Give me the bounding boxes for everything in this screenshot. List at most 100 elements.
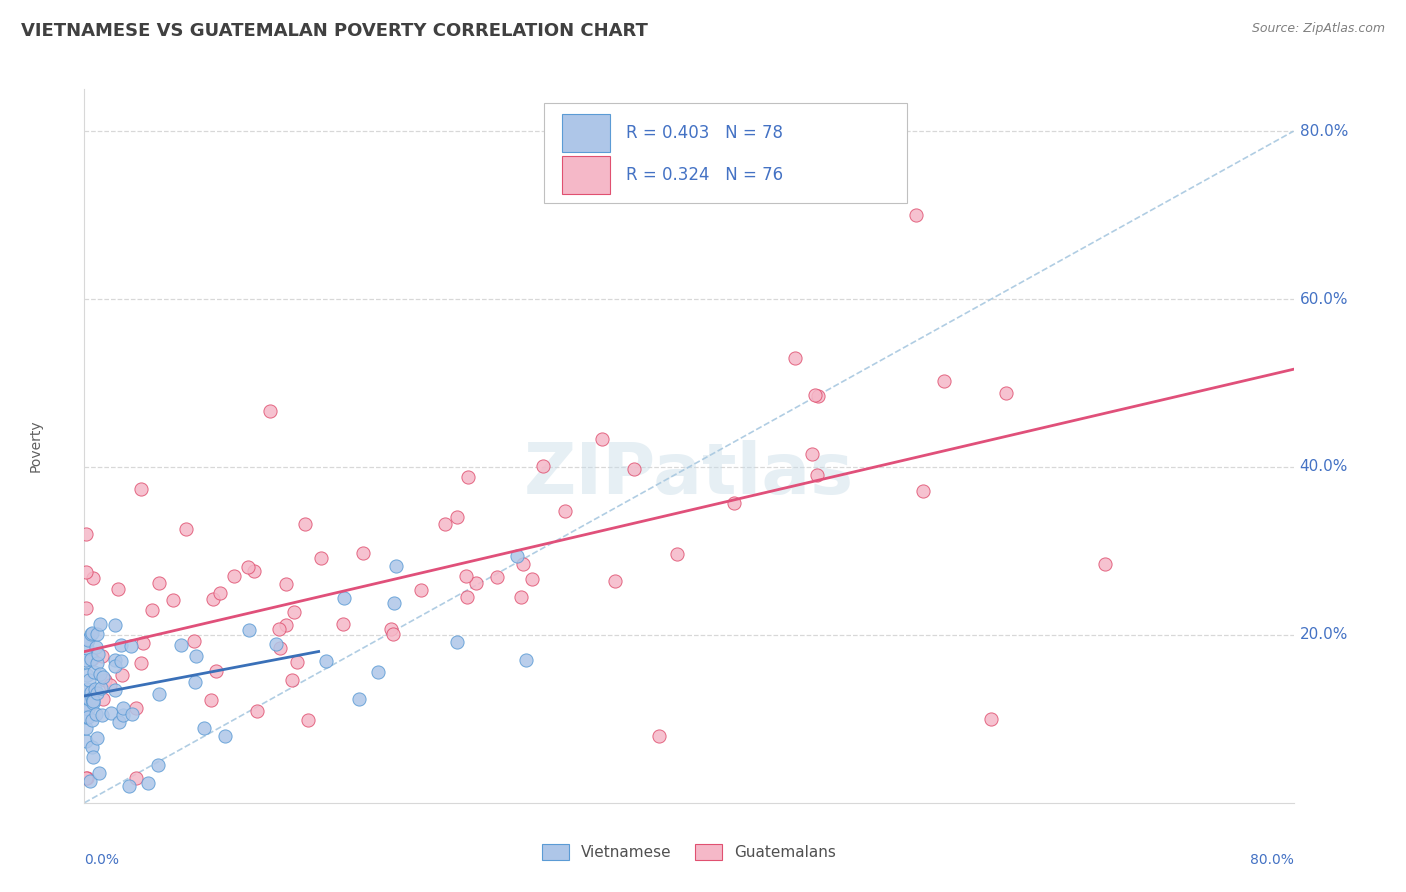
Point [932, 374, 955, 388]
Point [75, 710, 97, 724]
Point [520, 572, 543, 586]
Legend: Vietnamese, Guatemalans: Vietnamese, Guatemalans [536, 838, 842, 866]
Point [87, 766, 110, 780]
Point [332, 617, 354, 632]
Text: Poverty: Poverty [30, 420, 44, 472]
Point [276, 576, 298, 591]
Text: R = 0.403   N = 78: R = 0.403 N = 78 [626, 125, 783, 143]
Point [464, 575, 486, 590]
Point [281, 673, 304, 687]
Point [131, 656, 153, 670]
Point [76, 771, 98, 785]
Point [80, 739, 103, 754]
Point [367, 665, 389, 680]
Point [512, 558, 534, 572]
Point [264, 637, 287, 651]
Point [76, 641, 98, 656]
Point [76, 633, 98, 648]
Text: 80.0%: 80.0% [1250, 853, 1294, 867]
Point [623, 462, 645, 476]
Text: 80.0%: 80.0% [1299, 124, 1348, 138]
Point [246, 704, 269, 718]
Point [259, 404, 281, 418]
Point [911, 484, 934, 499]
Point [75, 734, 97, 748]
Point [238, 623, 260, 637]
Point [121, 707, 143, 722]
Point [184, 675, 207, 690]
Point [783, 351, 806, 365]
Point [110, 654, 132, 668]
Point [91, 708, 114, 723]
Point [208, 586, 231, 600]
Point [111, 701, 134, 715]
Point [110, 638, 132, 652]
Point [382, 596, 405, 610]
Point [162, 593, 184, 607]
Point [184, 649, 207, 664]
Point [111, 668, 134, 682]
Point [132, 636, 155, 650]
Point [333, 591, 356, 606]
Point [554, 504, 576, 518]
Point [86, 627, 108, 641]
Point [352, 545, 374, 559]
Point [75, 653, 97, 667]
Text: VIETNAMESE VS GUATEMALAN POVERTY CORRELATION CHART: VIETNAMESE VS GUATEMALAN POVERTY CORRELA… [21, 22, 648, 40]
FancyBboxPatch shape [562, 114, 610, 153]
Point [457, 470, 479, 484]
Point [76, 702, 98, 716]
Point [76, 681, 98, 696]
Point [204, 664, 226, 678]
Point [83, 665, 105, 679]
Point [294, 516, 316, 531]
Point [104, 683, 127, 698]
Point [297, 713, 319, 727]
Point [111, 707, 134, 722]
Point [382, 627, 405, 641]
Point [200, 692, 222, 706]
Point [384, 558, 406, 573]
Point [129, 483, 152, 497]
Point [433, 517, 456, 532]
Point [183, 633, 205, 648]
Text: 20.0%: 20.0% [1299, 627, 1348, 642]
Point [243, 564, 266, 578]
Point [107, 582, 129, 597]
Point [236, 559, 259, 574]
Point [82, 693, 104, 707]
Point [86, 731, 108, 745]
Point [93, 692, 115, 706]
Point [409, 582, 432, 597]
Point [75, 685, 97, 699]
Point [104, 659, 127, 673]
Point [82, 652, 104, 666]
Point [801, 447, 824, 461]
Point [446, 510, 468, 524]
Point [75, 601, 97, 615]
Point [90, 649, 112, 664]
Point [80, 626, 103, 640]
Text: 40.0%: 40.0% [1299, 459, 1348, 475]
Point [79, 692, 101, 706]
Point [80, 651, 103, 665]
Point [104, 618, 127, 632]
Point [94, 673, 117, 687]
Point [807, 389, 830, 403]
Point [91, 670, 114, 684]
Point [89, 667, 111, 681]
Point [980, 712, 1002, 726]
Point [75, 697, 97, 711]
Point [86, 686, 108, 700]
Point [285, 655, 308, 669]
Point [904, 208, 927, 222]
Point [82, 750, 104, 764]
Point [118, 779, 141, 793]
FancyBboxPatch shape [562, 156, 610, 194]
Point [723, 496, 745, 510]
Point [77, 673, 100, 687]
Point [76, 632, 98, 646]
Point [80, 713, 103, 727]
Point [806, 468, 828, 483]
Point [148, 576, 170, 591]
